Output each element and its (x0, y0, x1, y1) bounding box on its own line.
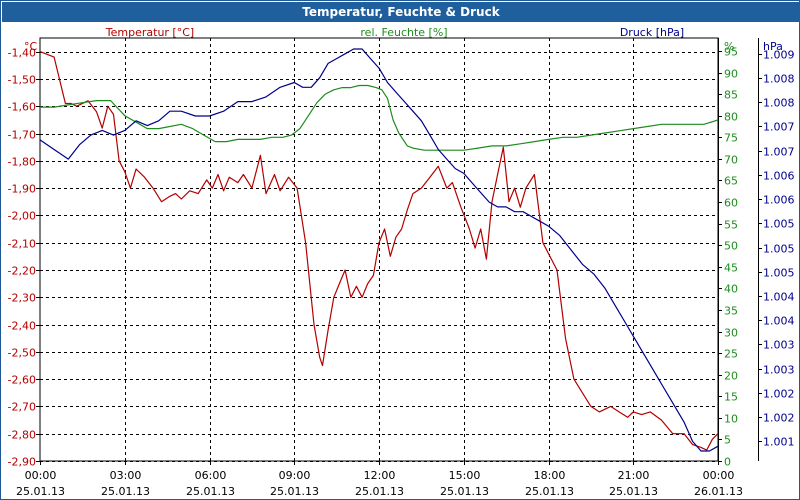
y-tick-label-pressure: 1.004 (763, 291, 795, 304)
y-tick-label-pressure: 1.007 (763, 146, 795, 159)
axis-unit-humidity: % (724, 40, 734, 53)
y-tick-label-humidity: 60 (724, 197, 738, 210)
y-tick-label-pressure: 1.005 (763, 218, 795, 231)
y-tick-label-temperature: -2,70 (8, 401, 36, 414)
axis-unit-temperature: °C (24, 40, 38, 53)
y-tick-label-temperature: -1,90 (8, 183, 36, 196)
series-line (39, 51, 719, 451)
grid (39, 37, 719, 462)
y-tick-label-temperature: -2,30 (8, 292, 36, 305)
y-tick-label-pressure: 1.006 (763, 170, 795, 183)
y-tick-label-humidity: 90 (724, 68, 738, 81)
y-tick-label-humidity: 25 (724, 348, 738, 361)
y-tick-label-humidity: 10 (724, 413, 738, 426)
x-tick-label-date: 26.01.13 (694, 485, 743, 498)
x-tick-label-time: 12:00 (364, 469, 396, 482)
legend-entry: rel. Feuchte [%] (360, 26, 447, 39)
y-tick-label-temperature: -2,50 (8, 347, 36, 360)
x-tick-label-time: 03:00 (110, 469, 142, 482)
y-tick-label-temperature: -2,90 (8, 456, 36, 469)
y-tick-label-temperature: -2,10 (8, 238, 36, 251)
x-tick-label-date: 25.01.13 (609, 485, 658, 498)
axis-unit-pressure: hPa (763, 40, 783, 53)
x-tick-label-time: 06:00 (195, 469, 227, 482)
y-tick-label-humidity: 30 (724, 327, 738, 340)
y-tick-label-humidity: 55 (724, 219, 738, 232)
y-tick-label-temperature: -2,60 (8, 374, 36, 387)
window-title: Temperatur, Feuchte & Druck (2, 2, 800, 22)
x-tick-label-date: 25.01.13 (270, 485, 319, 498)
x-tick-label-date: 25.01.13 (525, 485, 574, 498)
y-tick-label-temperature: -1,80 (8, 156, 36, 169)
y-tick-label-humidity: 5 (724, 434, 731, 447)
y-tick-label-pressure: 1.002 (763, 412, 795, 425)
x-tick-label-time: 15:00 (449, 469, 481, 482)
y-tick-label-temperature: -1,70 (8, 129, 36, 142)
x-tick-label-date: 25.01.13 (16, 485, 65, 498)
y-tick-label-humidity: 15 (724, 391, 738, 404)
y-tick-label-humidity: 40 (724, 283, 738, 296)
axis-labels: 00:00 25.01.13 03:00 25.01.13 06:00 25.01.13 0… (8, 26, 795, 498)
y-tick-label-humidity: 95 (724, 46, 738, 59)
x-tick-label-time: 18:00 (534, 469, 566, 482)
x-tick-label-date: 25.01.13 (355, 485, 404, 498)
x-tick-label-date: 25.01.13 (186, 485, 235, 498)
y-tick-label-pressure: 1.001 (763, 436, 795, 449)
y-tick-label-pressure: 1.005 (763, 267, 795, 280)
y-tick-label-humidity: 85 (724, 89, 738, 102)
y-tick-label-humidity: 65 (724, 175, 738, 188)
y-tick-label-temperature: -1,40 (8, 47, 36, 60)
y-tick-label-temperature: -2,20 (8, 265, 36, 278)
y-tick-label-pressure: 1.008 (763, 97, 795, 110)
y-tick-label-pressure: 1.002 (763, 388, 795, 401)
x-tick-label-time: 00:00 (25, 469, 57, 482)
y-tick-label-temperature: -1,50 (8, 74, 36, 87)
y-tick-label-temperature: -2,40 (8, 320, 36, 333)
y-tick-label-temperature: -2,00 (8, 210, 36, 223)
x-tick-label-date: 25.01.13 (101, 485, 150, 498)
y-tick-label-humidity: 70 (724, 154, 738, 167)
y-tick-label-pressure: 1.007 (763, 121, 795, 134)
axes (36, 38, 762, 465)
y-tick-label-pressure: 1.004 (763, 315, 795, 328)
x-tick-label-date: 25.01.13 (440, 485, 489, 498)
y-tick-label-humidity: 20 (724, 370, 738, 383)
y-tick-label-humidity: 50 (724, 240, 738, 253)
legend-entry: Druck [hPa] (620, 26, 684, 39)
y-tick-label-pressure: 1.009 (763, 49, 795, 62)
x-tick-label-time: 21:00 (618, 469, 650, 482)
y-tick-label-pressure: 1.003 (763, 339, 795, 352)
y-tick-label-pressure: 1.003 (763, 364, 795, 377)
x-tick-label-time: 00:00 (703, 469, 735, 482)
legend-entry: Temperatur [°C] (105, 26, 194, 39)
x-tick-label-time: 09:00 (279, 469, 311, 482)
series-line (39, 48, 719, 452)
y-tick-label-humidity: 75 (724, 132, 738, 145)
y-tick-label-humidity: 80 (724, 111, 738, 124)
y-tick-label-pressure: 1.005 (763, 243, 795, 256)
y-tick-label-humidity: 45 (724, 262, 738, 275)
y-tick-label-pressure: 1.006 (763, 194, 795, 207)
y-tick-label-temperature: -1,60 (8, 101, 36, 114)
y-tick-label-humidity: 35 (724, 305, 738, 318)
y-tick-label-pressure: 1.008 (763, 73, 795, 86)
series-line (40, 84, 719, 151)
y-tick-label-humidity: 0 (724, 456, 731, 469)
y-tick-label-temperature: -2,80 (8, 429, 36, 442)
series-lines (39, 48, 719, 452)
